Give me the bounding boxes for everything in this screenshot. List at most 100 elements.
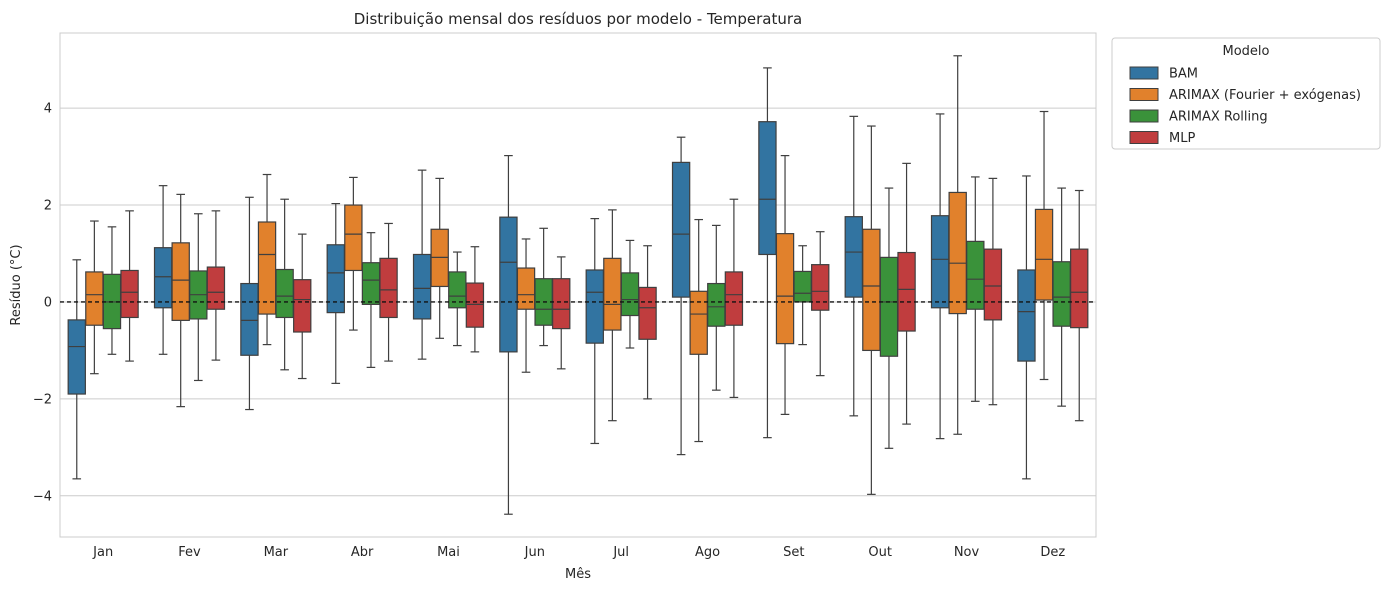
- box-arimax-fourier-ex-genas-dez: [1034, 110, 1054, 381]
- box-mlp-nov: [983, 177, 1003, 406]
- box-iqr: [120, 269, 139, 319]
- box-bam-ago: [671, 136, 691, 456]
- legend: Modelo BAM ARIMAX (Fourier + exógenas) ARI…: [1111, 37, 1381, 150]
- box-bam-set: [758, 67, 777, 439]
- legend-swatch: [1129, 88, 1159, 101]
- x-axis-label: Mês: [565, 567, 591, 582]
- legend-swatch: [1129, 131, 1159, 144]
- legend-label: ARIMAX (Fourier + exógenas): [1169, 88, 1361, 103]
- box-iqr: [275, 268, 294, 319]
- box-arimax-rolling-mai: [448, 251, 467, 347]
- box-arimax-rolling-nov: [966, 176, 985, 402]
- box-iqr: [1052, 261, 1071, 327]
- box-arimax-fourier-ex-genas-abr: [344, 176, 363, 331]
- box-bam-jul: [585, 218, 604, 445]
- x-tick-label-jun: Jun: [524, 545, 545, 560]
- box-iqr: [361, 262, 381, 305]
- box-iqr: [793, 270, 812, 303]
- box-iqr: [983, 248, 1003, 321]
- box-iqr: [240, 282, 259, 356]
- box-iqr: [862, 228, 881, 352]
- box-iqr: [758, 121, 777, 256]
- box-bam-fev: [153, 185, 173, 355]
- box-iqr: [412, 253, 432, 320]
- legend-swatch: [1129, 109, 1159, 123]
- x-tick-label-mar: Mar: [264, 545, 289, 560]
- y-tick-label: 4: [44, 102, 52, 117]
- x-tick-label-dez: Dez: [1040, 545, 1065, 560]
- box-iqr: [206, 266, 226, 310]
- series-mlp: [120, 162, 1089, 425]
- box-mlp-set: [811, 231, 830, 377]
- y-tick-label: 2: [44, 199, 52, 214]
- box-iqr: [603, 257, 622, 331]
- x-tick-label-abr: Abr: [351, 545, 374, 560]
- legend-label: ARIMAX Rolling: [1169, 110, 1268, 125]
- box-iqr: [585, 269, 604, 344]
- box-iqr: [171, 242, 190, 321]
- x-tick-label-set: Set: [783, 545, 804, 560]
- box-arimax-fourier-ex-genas-out: [862, 125, 881, 495]
- series-arimax-fourier-ex-genas: [85, 55, 1054, 495]
- box-mlp-out: [897, 162, 916, 425]
- box-bam-abr: [326, 202, 345, 384]
- box-iqr: [499, 216, 518, 353]
- x-tick-label-mai: Mai: [437, 545, 460, 560]
- box-iqr: [344, 204, 363, 272]
- box-arimax-rolling-abr: [361, 232, 381, 368]
- legend-item-arimax-rolling: ARIMAX Rolling: [1129, 109, 1268, 125]
- box-iqr: [966, 240, 985, 310]
- box-arimax-fourier-ex-genas-ago: [689, 218, 708, 443]
- legend-label: BAM: [1169, 67, 1198, 82]
- box-iqr: [67, 319, 86, 395]
- box-iqr: [465, 282, 485, 328]
- box-series: [67, 55, 1089, 515]
- box-iqr: [707, 282, 726, 327]
- box-iqr: [620, 272, 640, 317]
- x-tick-label-fev: Fev: [178, 545, 201, 560]
- series-bam: [67, 67, 1036, 515]
- box-mlp-jul: [638, 245, 657, 400]
- y-axis-label: Resíduo (°C): [9, 244, 24, 325]
- legend-swatch: [1129, 66, 1159, 80]
- legend-label: MLP: [1169, 131, 1195, 146]
- legend-frame: [1111, 37, 1381, 150]
- box-bam-dez: [1017, 175, 1036, 480]
- box-arimax-fourier-ex-genas-mai: [430, 177, 449, 339]
- x-tick-label-jul: Jul: [612, 545, 629, 560]
- x-tick-labels: Jan Fev Mar Abr Mai Jun Jul Ago Set Out Nov Dez: [92, 545, 1065, 560]
- box-iqr: [293, 279, 312, 333]
- x-tick-label-nov: Nov: [954, 545, 980, 560]
- box-iqr: [379, 257, 398, 319]
- box-arimax-rolling-mar: [275, 198, 294, 371]
- box-iqr: [1070, 248, 1089, 329]
- box-iqr: [811, 264, 830, 311]
- box-mlp-jan: [120, 210, 139, 362]
- box-arimax-fourier-ex-genas-jul: [603, 209, 622, 422]
- y-tick-label: −2: [33, 392, 52, 407]
- legend-title: Modelo: [1223, 44, 1270, 59]
- x-tick-label-jan: Jan: [92, 545, 113, 560]
- box-arimax-fourier-ex-genas-mar: [257, 173, 277, 346]
- box-bam-jun: [499, 155, 518, 515]
- box-bam-jan: [67, 259, 86, 480]
- box-mlp-ago: [724, 198, 744, 399]
- box-bam-out: [844, 115, 863, 417]
- box-iqr: [775, 233, 795, 345]
- box-iqr: [85, 271, 104, 326]
- box-arimax-rolling-fev: [189, 213, 208, 382]
- box-mlp-mar: [293, 233, 312, 380]
- box-arimax-fourier-ex-genas-fev: [171, 193, 190, 408]
- box-iqr: [326, 244, 345, 314]
- box-mlp-jun: [552, 256, 571, 370]
- box-iqr: [448, 271, 467, 309]
- box-bam-mai: [412, 169, 432, 360]
- box-iqr: [552, 278, 571, 330]
- box-iqr: [257, 221, 277, 315]
- x-tick-label-ago: Ago: [695, 545, 720, 560]
- plot-area: [59, 32, 1097, 538]
- box-iqr: [516, 267, 536, 310]
- box-iqr: [689, 290, 708, 355]
- legend-item-bam: BAM: [1129, 66, 1198, 82]
